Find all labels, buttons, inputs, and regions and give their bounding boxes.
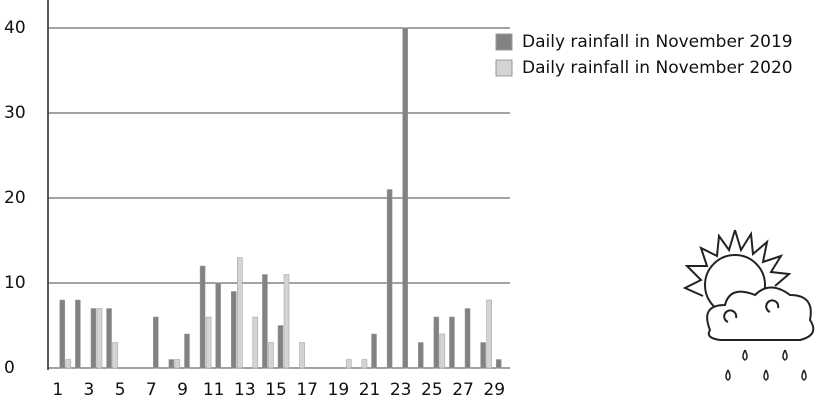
bar (231, 292, 236, 369)
bar (387, 190, 392, 369)
x-tick-label: 3 (84, 380, 95, 400)
bar (200, 266, 205, 368)
bar (169, 360, 174, 369)
x-tick-label: 25 (421, 380, 443, 400)
bar (262, 275, 267, 369)
bar (253, 317, 258, 368)
legend-swatch (496, 34, 512, 50)
bar (66, 360, 71, 369)
bar (107, 309, 112, 369)
bar (346, 360, 351, 369)
legend-label: Daily rainfall in November 2019 (522, 32, 793, 52)
x-tick-label: 5 (115, 380, 126, 400)
y-tick-label: 10 (4, 273, 26, 293)
x-tick-label: 27 (452, 380, 474, 400)
bar (278, 326, 283, 369)
weather-illustration (685, 230, 813, 380)
x-tick-label: 7 (146, 380, 157, 400)
bar (237, 258, 242, 369)
x-tick-label: 13 (234, 380, 256, 400)
x-tick-label: 9 (177, 380, 188, 400)
bar (372, 334, 377, 368)
x-tick-label: 21 (359, 380, 381, 400)
bar (216, 283, 221, 368)
bar (175, 360, 180, 369)
y-tick-label: 30 (4, 103, 26, 123)
x-tick-label: 15 (265, 380, 287, 400)
bar (434, 317, 439, 368)
x-tick-label: 11 (203, 380, 225, 400)
x-tick-label: 17 (296, 380, 318, 400)
bar (97, 309, 102, 369)
bar (403, 28, 408, 368)
bar (418, 343, 423, 369)
bar (268, 343, 273, 369)
bar (91, 309, 96, 369)
legend-swatch (496, 60, 512, 76)
y-tick-label: 0 (4, 358, 15, 378)
x-tick-label: 23 (390, 380, 412, 400)
bar (284, 275, 289, 369)
bar (153, 317, 158, 368)
x-tick-label: 29 (483, 380, 505, 400)
x-tick-label: 1 (52, 380, 63, 400)
bar (75, 300, 80, 368)
bar (496, 360, 501, 369)
bar (113, 343, 118, 369)
bar (487, 300, 492, 368)
bar (465, 309, 470, 369)
y-tick-label: 40 (4, 18, 26, 38)
bar (449, 317, 454, 368)
legend-label: Daily rainfall in November 2020 (522, 58, 793, 78)
y-tick-label: 20 (4, 188, 26, 208)
bar (440, 334, 445, 368)
x-tick-label: 19 (328, 380, 350, 400)
bar (206, 317, 211, 368)
bar (184, 334, 189, 368)
bar (481, 343, 486, 369)
bar (60, 300, 65, 368)
chart: 0102030401357911131517192123252729Daily … (0, 0, 819, 406)
bar (362, 360, 367, 369)
bar (300, 343, 305, 369)
